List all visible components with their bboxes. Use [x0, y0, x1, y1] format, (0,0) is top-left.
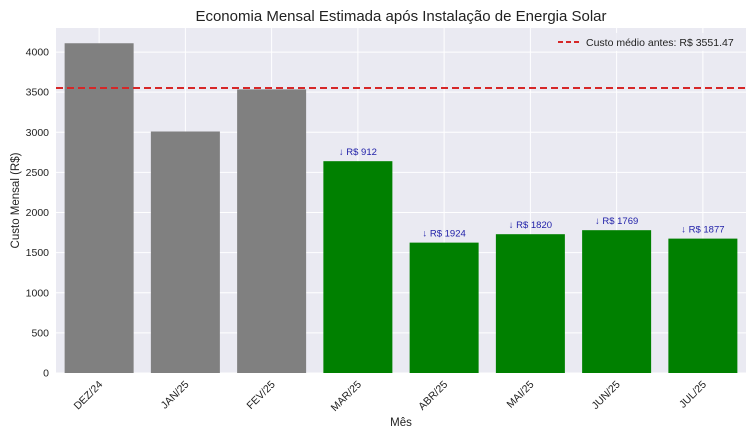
x-tick-labels: DEZ/24 JAN/25 FEV/25 MAR/25 ABR/25 MAI/25 JUN/…: [72, 379, 710, 414]
bar: [495, 234, 565, 373]
bar-annotation: ↓ R$ 1820: [509, 220, 552, 231]
x-tick-label: DEZ/24: [72, 379, 106, 413]
y-axis-label: Custo Mensal (R$): [10, 152, 22, 248]
bar-annotation: ↓ R$ 1769: [595, 216, 638, 227]
x-tick-label: MAR/25: [329, 379, 364, 414]
bar: [64, 43, 134, 373]
legend: Custo médio antes: R$ 3551.47: [552, 33, 740, 51]
bar: [323, 161, 393, 373]
y-tick-label: 0: [43, 368, 49, 380]
bar: [237, 89, 307, 374]
x-tick-label: JUL/25: [677, 379, 709, 411]
x-tick-label: MAI/25: [504, 379, 536, 411]
x-axis-label: Mês: [390, 417, 412, 429]
bar: [150, 131, 220, 373]
legend-label: Custo médio antes: R$ 3551.47: [586, 37, 734, 49]
bar: [582, 230, 652, 373]
y-tick-labels: 0 500 1000 1500 2000 2500 3000 3500 4000: [26, 47, 50, 380]
bar-annotation: ↓ R$ 1877: [681, 225, 724, 236]
y-tick-label: 3000: [26, 127, 50, 139]
x-tick-label: ABR/25: [416, 379, 450, 413]
chart-title: Economia Mensal Estimada após Instalação…: [195, 8, 606, 25]
bar-annotation: ↓ R$ 912: [339, 147, 377, 158]
y-tick-label: 1500: [26, 247, 50, 259]
y-tick-label: 4000: [26, 47, 50, 59]
bar: [668, 238, 738, 373]
y-tick-label: 2000: [26, 207, 50, 219]
x-tick-label: JUN/25: [590, 379, 623, 412]
bar-annotations: ↓ R$ 912 ↓ R$ 1924 ↓ R$ 1820 ↓ R$ 1769 ↓ R$ …: [339, 147, 725, 239]
y-tick-label: 500: [31, 327, 49, 339]
bars: [64, 43, 738, 374]
y-tick-label: 3500: [26, 87, 50, 99]
x-tick-label: FEV/25: [244, 379, 277, 412]
legend-box: [552, 33, 740, 51]
y-tick-label: 1000: [26, 287, 50, 299]
y-tick-label: 2500: [26, 167, 50, 179]
bar: [409, 242, 479, 373]
x-tick-label: JAN/25: [159, 379, 192, 412]
bar-annotation: ↓ R$ 1924: [422, 229, 465, 240]
